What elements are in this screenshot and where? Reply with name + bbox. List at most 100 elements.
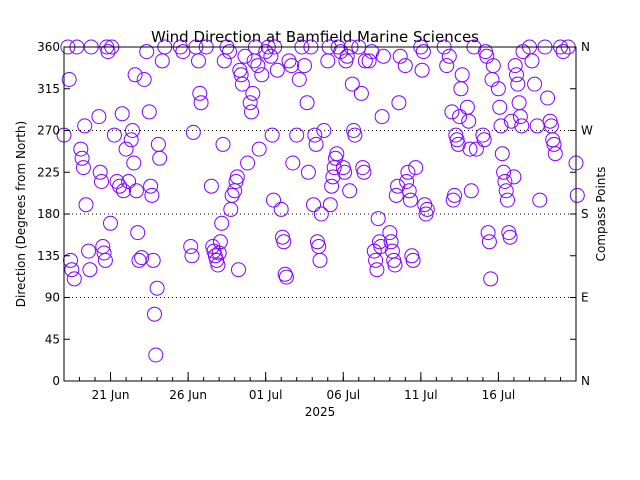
data-point: [139, 44, 155, 60]
data-point: [78, 197, 94, 213]
data-point: [461, 113, 477, 129]
data-point: [263, 48, 279, 64]
data-point: [234, 76, 250, 92]
data-point: [454, 67, 470, 83]
data-point: [400, 164, 416, 180]
data-point: [128, 183, 144, 199]
data-point: [512, 109, 528, 125]
ticks-layer: 0 45 90 135 180 225 270 315 360 21 Jun 26 Jun 01 Ju…: [37, 40, 593, 402]
data-point: [509, 67, 524, 83]
y-tick-label: 270: [37, 124, 60, 138]
data-point: [242, 95, 258, 111]
data-point: [462, 141, 478, 157]
data-point: [444, 104, 460, 120]
x-tick-label: 21 Jun: [92, 388, 130, 402]
data-point: [215, 136, 231, 152]
data-point: [224, 187, 240, 203]
data-point: [483, 271, 499, 287]
y-tick-label: 135: [37, 249, 60, 263]
data-point: [222, 44, 237, 60]
data-point: [250, 58, 266, 74]
data-point: [118, 141, 134, 157]
y-tick-label: 45: [45, 332, 60, 346]
data-point: [353, 85, 369, 101]
data-point: [506, 169, 522, 185]
data-point: [347, 127, 363, 143]
data-point: [419, 201, 435, 217]
data-point: [254, 67, 270, 83]
right-axis-label: Compass Points: [594, 167, 608, 262]
data-point: [399, 174, 415, 189]
data-point: [403, 192, 418, 208]
data-point: [344, 76, 360, 92]
data-point: [312, 252, 328, 268]
x-tick-label: 11 Jul: [404, 388, 438, 402]
x-tick-label: 01 Jul: [249, 388, 283, 402]
data-point: [103, 215, 118, 231]
data-point: [214, 215, 230, 231]
data-point: [337, 164, 353, 180]
data-point: [81, 243, 97, 259]
data-point: [82, 262, 98, 278]
data-point: [387, 257, 403, 273]
data-point: [148, 347, 164, 363]
x-tick-label: 16 Jul: [482, 388, 516, 402]
data-point: [510, 76, 526, 92]
data-point: [569, 187, 585, 203]
data-point: [94, 174, 109, 189]
data-point: [308, 136, 324, 152]
data-point: [527, 76, 543, 92]
data-point: [264, 127, 280, 143]
data-point: [339, 48, 355, 64]
data-point: [540, 90, 556, 106]
data-point: [244, 104, 259, 120]
data-point: [342, 183, 358, 199]
data-point: [147, 306, 162, 322]
x-tick-label: 06 Jul: [326, 388, 360, 402]
data-point: [100, 44, 116, 60]
data-point: [502, 229, 518, 245]
data-point: [322, 197, 338, 213]
data-point: [468, 141, 484, 157]
data-point: [492, 99, 508, 115]
data-point: [306, 197, 321, 213]
data-point: [91, 109, 107, 125]
data-point: [96, 245, 112, 261]
data-point: [193, 95, 209, 111]
data-point: [452, 109, 468, 125]
data-point: [152, 150, 168, 166]
data-point: [64, 262, 80, 278]
data-point: [441, 48, 457, 64]
data-point: [503, 113, 519, 129]
data-point: [112, 178, 128, 194]
data-point: [278, 269, 294, 285]
data-point: [210, 257, 226, 273]
data-point: [375, 48, 391, 64]
data-point: [229, 169, 245, 185]
data-point: [397, 58, 413, 74]
data-point: [143, 178, 159, 194]
data-point: [145, 252, 161, 268]
data-point: [121, 174, 137, 189]
data-point: [463, 183, 479, 199]
data-point: [77, 118, 93, 134]
data-point: [273, 201, 289, 217]
x-axis-label: 2025: [305, 405, 336, 419]
compass-point-label: N: [581, 40, 590, 54]
points-layer: [56, 39, 585, 363]
data-point: [546, 136, 562, 152]
data-point: [507, 58, 523, 74]
data-point: [316, 123, 332, 138]
data-point: [368, 252, 384, 268]
data-point: [524, 53, 540, 69]
data-point: [211, 245, 227, 261]
data-point: [74, 150, 90, 166]
data-point: [496, 164, 512, 180]
data-point: [383, 234, 399, 250]
data-point: [97, 252, 113, 268]
data-point: [514, 118, 530, 134]
data-point: [494, 146, 510, 162]
data-point: [300, 164, 316, 180]
x-tick-label: 26 Jun: [169, 388, 207, 402]
